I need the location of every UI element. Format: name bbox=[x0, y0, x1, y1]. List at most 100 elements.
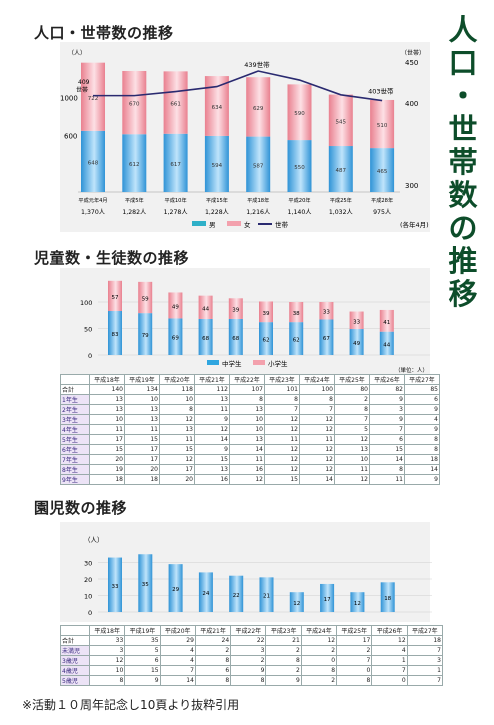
y-tick-label: 30 bbox=[84, 560, 92, 568]
table-row-label: 合計 bbox=[60, 384, 90, 395]
table-cell: 9 bbox=[404, 404, 440, 415]
table-row-label: 3歳児 bbox=[60, 655, 90, 666]
table-header-cell: 平成18年 bbox=[89, 374, 125, 385]
y-tick-label: 50 bbox=[84, 326, 92, 334]
table-header-cell: 平成19年 bbox=[124, 625, 161, 636]
table-cell: 9 bbox=[194, 414, 230, 425]
table-cell: 2 bbox=[265, 665, 302, 676]
x-tick-label: 平成20年 bbox=[288, 196, 310, 204]
table-row-label: 合計 bbox=[60, 635, 90, 646]
table-cell: 14 bbox=[159, 675, 196, 686]
table-cell: 9 bbox=[404, 424, 440, 435]
students-title: 児童数・生徒数の推移 bbox=[34, 249, 190, 267]
y2-tick-label: 450 bbox=[405, 59, 418, 67]
legend-label-elementary: 小学生 bbox=[268, 359, 288, 368]
vertical-title-char: 数 bbox=[448, 178, 478, 212]
table-cell: 7 bbox=[299, 404, 335, 415]
students-unit-note: （単位：人） bbox=[395, 366, 428, 374]
elementary-bar bbox=[168, 292, 183, 319]
junior-high-bar bbox=[289, 322, 304, 355]
table-cell: 11 bbox=[124, 424, 160, 435]
table-cell: 14 bbox=[194, 434, 230, 445]
junior-high-value-label: 68 bbox=[232, 336, 239, 342]
y-tick-label: 10 bbox=[84, 593, 92, 601]
table-cell: 10 bbox=[229, 414, 265, 425]
population-footnote: (各年4月) bbox=[400, 220, 429, 229]
table-cell: 8 bbox=[334, 404, 370, 415]
table-cell: 8 bbox=[404, 434, 440, 445]
female-value-label: 634 bbox=[212, 105, 223, 111]
table-row-label: 8年生 bbox=[60, 464, 90, 475]
male-bar bbox=[81, 130, 105, 192]
junior-high-bar bbox=[108, 311, 122, 355]
table-cell: 4 bbox=[371, 645, 408, 656]
table-cell: 14 bbox=[229, 444, 265, 455]
table-cell: 11 bbox=[369, 474, 405, 485]
female-value-label: 722 bbox=[88, 96, 99, 102]
table-cell: 17 bbox=[336, 635, 373, 646]
household-annotation: 403世帯 bbox=[368, 87, 394, 96]
table-cell: 12 bbox=[264, 444, 300, 455]
male-value-label: 487 bbox=[336, 168, 347, 174]
y2-tick-label: 300 bbox=[405, 182, 418, 190]
vertical-title-char: 推 bbox=[448, 244, 478, 278]
table-cell: 8 bbox=[369, 464, 405, 475]
table-cell: 16 bbox=[229, 464, 265, 475]
table-cell: 13 bbox=[229, 434, 265, 445]
table-row-label: 1年生 bbox=[60, 394, 90, 405]
table-header-cell: 平成19年 bbox=[124, 374, 160, 385]
vertical-title-char: 帯 bbox=[448, 145, 478, 179]
elementary-bar bbox=[138, 281, 153, 314]
table-cell: 6 bbox=[404, 394, 440, 405]
elementary-bar bbox=[108, 280, 122, 312]
kinder-value-label: 12 bbox=[354, 601, 361, 607]
female-value-label: 629 bbox=[253, 106, 264, 112]
male-bar bbox=[122, 134, 147, 192]
elementary-bar bbox=[228, 298, 243, 319]
table-row: 4歳児 10 15 7 6 9 2 8 0 7 1 bbox=[60, 665, 444, 676]
table-cell: 12 bbox=[88, 655, 126, 666]
male-bar bbox=[328, 146, 353, 192]
table-cell: 22 bbox=[230, 635, 267, 646]
x-tick-label: 平成元年4月 bbox=[78, 196, 107, 204]
kinder-title: 園児数の推移 bbox=[34, 499, 128, 517]
table-cell: 14 bbox=[404, 464, 440, 475]
table-cell: 9 bbox=[124, 675, 161, 686]
table-cell: 15 bbox=[89, 444, 125, 455]
kinder-bar bbox=[108, 557, 122, 612]
elementary-bar bbox=[289, 302, 304, 323]
table-header-cell: 平成24年 bbox=[299, 374, 335, 385]
kinder-bar bbox=[320, 583, 335, 612]
table-cell: 15 bbox=[124, 665, 161, 676]
table-cell: 24 bbox=[194, 635, 232, 646]
female-bar bbox=[81, 62, 105, 131]
female-value-label: 661 bbox=[170, 102, 181, 108]
table-header-cell: 平成22年 bbox=[229, 374, 265, 385]
table-row-label: 6年生 bbox=[60, 444, 90, 455]
table-cell: 12 bbox=[159, 414, 195, 425]
table-cell: 14 bbox=[369, 454, 405, 465]
table-cell: 0 bbox=[336, 665, 373, 676]
table-cell: 7 bbox=[406, 645, 444, 656]
population-title: 人口・世帯数の推移 bbox=[34, 24, 174, 42]
table-row-label: 5年生 bbox=[60, 434, 90, 445]
table-header-cell: 平成20年 bbox=[159, 374, 195, 385]
category-total-label: 1,216人 bbox=[246, 209, 270, 216]
table-row: 5年生 17 15 11 14 13 11 11 12 6 8 bbox=[60, 434, 440, 445]
elementary-value-label: 38 bbox=[293, 311, 300, 317]
table-cell: 12 bbox=[194, 424, 230, 435]
table-cell: 12 bbox=[299, 444, 335, 455]
kinder-value-label: 29 bbox=[172, 587, 179, 593]
table-cell: 101 bbox=[264, 384, 300, 395]
table-cell: 12 bbox=[371, 635, 408, 646]
table-cell: 10 bbox=[124, 394, 160, 405]
table-cell: 8 bbox=[88, 675, 126, 686]
y-axis-label: （人） bbox=[84, 536, 104, 544]
table-cell: 17 bbox=[124, 454, 160, 465]
table-cell: 14 bbox=[299, 474, 335, 485]
kinder-bar bbox=[198, 572, 213, 612]
table-cell: 13 bbox=[89, 394, 125, 405]
junior-high-value-label: 79 bbox=[142, 333, 149, 339]
junior-high-bar bbox=[349, 329, 364, 355]
table-row: 3年生 10 13 12 9 10 12 12 7 9 4 bbox=[60, 414, 440, 425]
